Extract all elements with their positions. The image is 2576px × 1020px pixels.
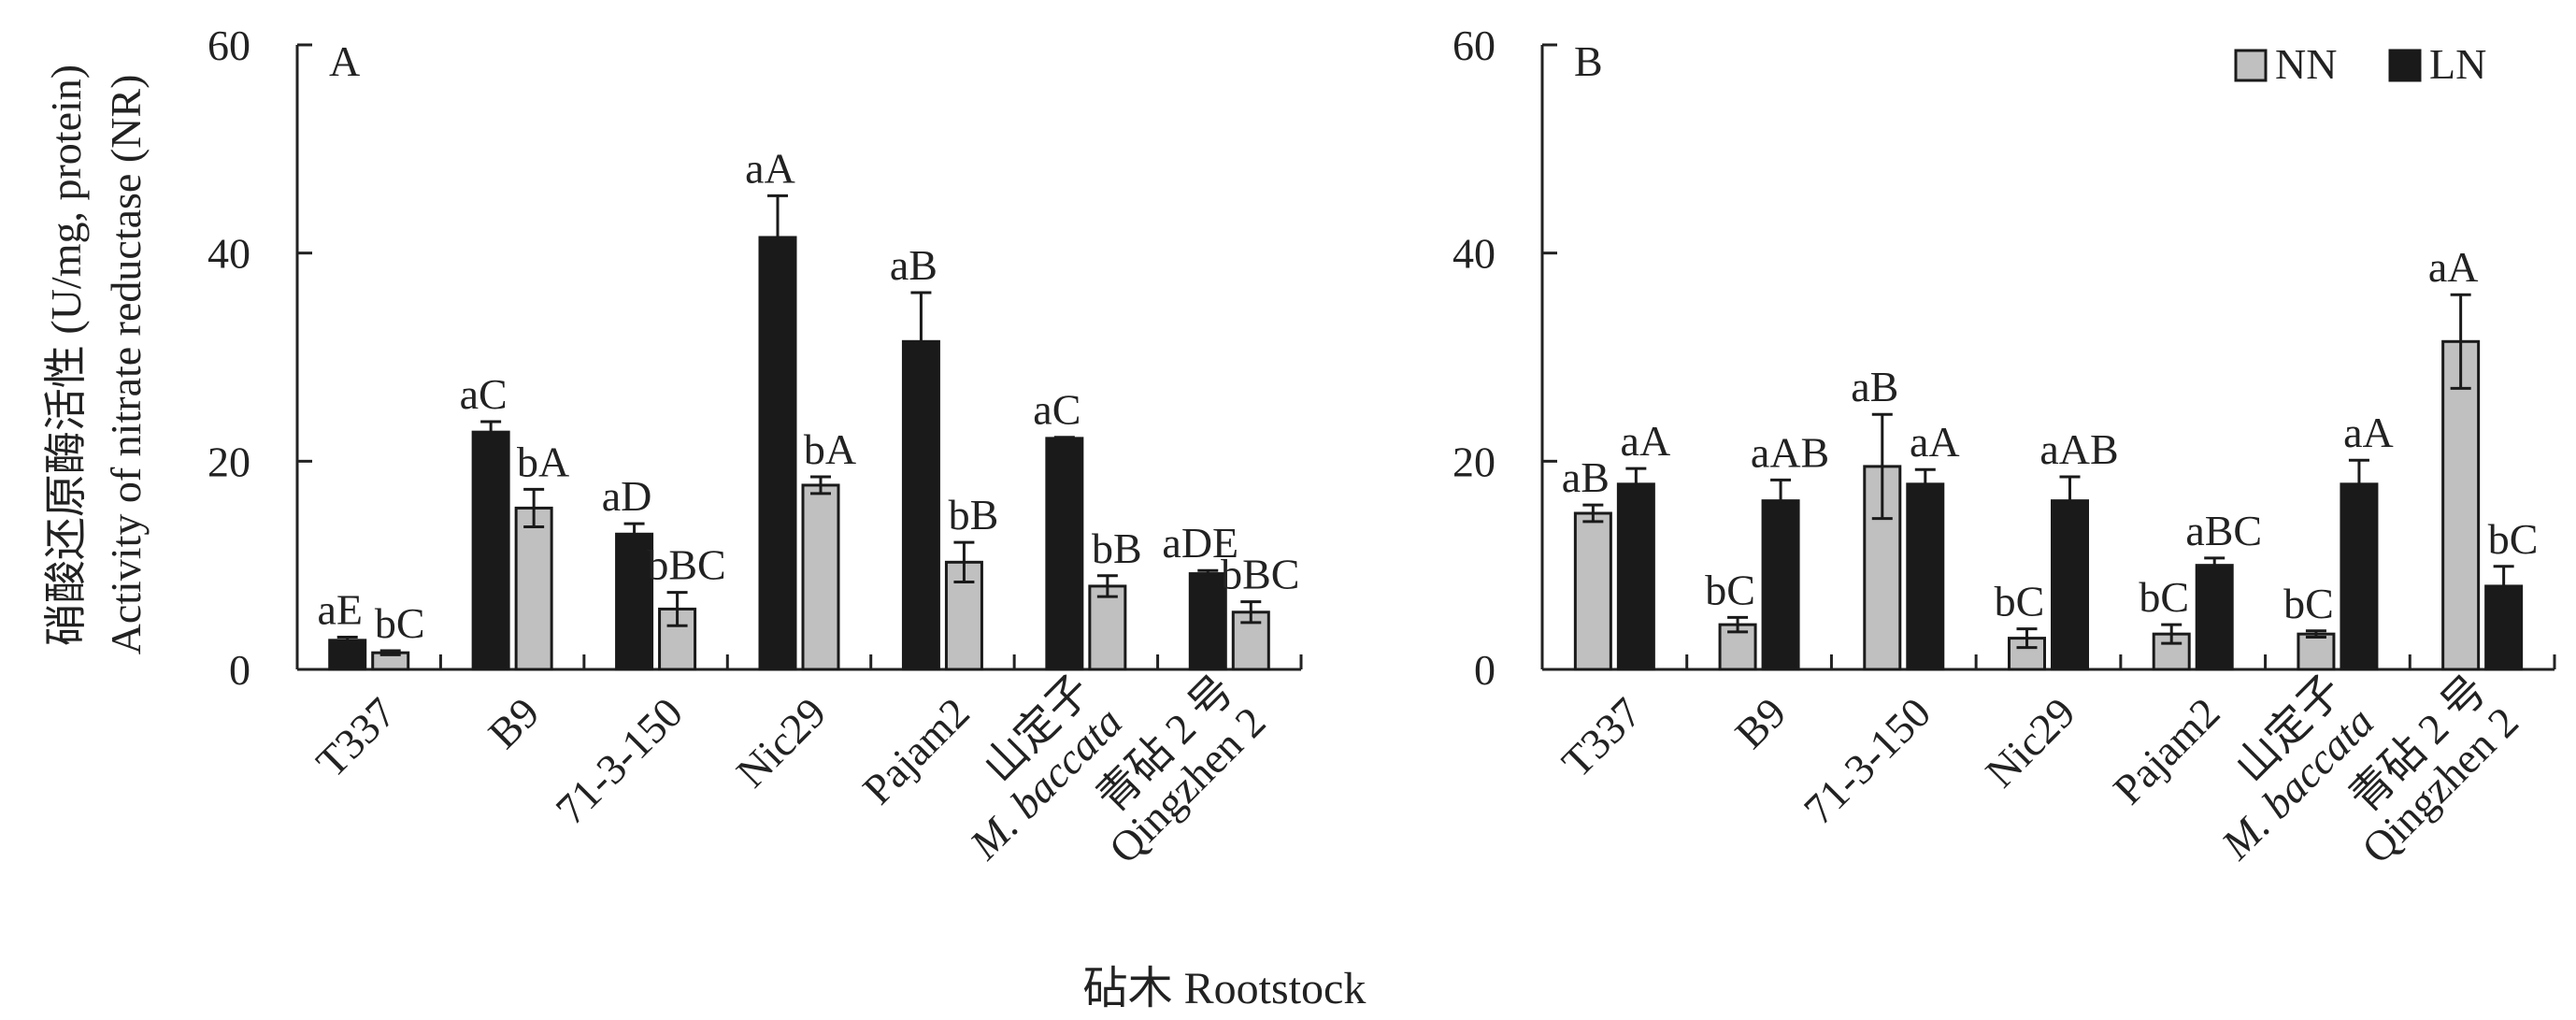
x-category-label-line: B9 xyxy=(479,688,549,757)
x-category-label-line: B9 xyxy=(1725,688,1795,757)
x-category-label: 青砧 2 号Qingzhen 2 xyxy=(2321,666,2527,872)
bar-LN-0 xyxy=(1616,482,1655,671)
bar-LN-2 xyxy=(615,532,654,671)
bar-LN-1 xyxy=(471,430,510,671)
significance-label: aA xyxy=(2343,409,2394,456)
significance-label: bBC xyxy=(647,541,725,589)
bar-LN-5 xyxy=(2340,482,2379,671)
x-category-label-line: T337 xyxy=(1553,688,1651,786)
bar-NN-1 xyxy=(514,506,553,671)
bar-NN-6 xyxy=(2441,339,2481,671)
y-axis-title-en: Activity of nitrate reductase (NR) xyxy=(102,75,150,655)
x-category-label-line: Pajam2 xyxy=(853,688,979,813)
x-category-label: Nic29 xyxy=(1976,688,2084,797)
x-category-label: 青砧 2 号Qingzhen 2 xyxy=(1068,666,1275,872)
significance-label: bC xyxy=(2139,573,2189,621)
bar-NN-3 xyxy=(801,483,840,671)
significance-label: aB xyxy=(890,241,937,289)
bar-LN-3 xyxy=(2051,499,2089,671)
significance-label: aAB xyxy=(1751,428,1829,476)
x-category-label: 71-3-150 xyxy=(547,688,692,833)
significance-label: aB xyxy=(1562,453,1610,501)
significance-label: bC xyxy=(1705,566,1755,613)
significance-label: bA xyxy=(517,438,569,485)
significance-label: aDE xyxy=(1162,519,1238,567)
y-tick-label: 20 xyxy=(1453,438,1496,485)
significance-label: aD xyxy=(602,472,652,520)
significance-label: aB xyxy=(1851,363,1898,410)
x-category-label-line: Pajam2 xyxy=(2104,688,2229,813)
x-category-label: B9 xyxy=(479,688,549,757)
significance-label: aA xyxy=(2428,243,2479,291)
significance-label: bB xyxy=(1092,524,1142,572)
x-category-label-line: 71-3-150 xyxy=(547,688,692,833)
legend-label-LN: LN xyxy=(2429,40,2486,88)
y-axis-title-cn: 硝酸还原酶活性 (U/mg, protein) xyxy=(42,65,90,646)
significance-label: aAB xyxy=(2039,425,2118,473)
significance-label: bA xyxy=(804,425,856,473)
bar-LN-4 xyxy=(901,339,940,671)
legend-swatch-LN xyxy=(2388,49,2422,82)
y-axis-title: 硝酸还原酶活性 (U/mg, protein) Activity of nitr… xyxy=(42,65,150,655)
significance-label: aA xyxy=(1910,418,1960,466)
significance-label: bBC xyxy=(1221,551,1299,598)
x-category-label: T337 xyxy=(1553,688,1651,786)
significance-label: bC xyxy=(2283,580,2334,627)
x-category-label: Pajam2 xyxy=(853,688,979,813)
significance-label: bC xyxy=(1995,578,2045,625)
x-category-label: 71-3-150 xyxy=(1795,688,1939,833)
y-tick-label: 20 xyxy=(208,438,250,485)
x-category-label: Pajam2 xyxy=(2104,688,2229,813)
significance-label: aA xyxy=(745,144,795,192)
panel-letter: A xyxy=(329,37,360,85)
x-category-label-line: T337 xyxy=(307,688,405,786)
bar-LN-4 xyxy=(2195,564,2234,671)
legend-label-NN: NN xyxy=(2275,40,2337,88)
bar-LN-1 xyxy=(1761,499,1800,671)
significance-label: aC xyxy=(460,370,508,418)
x-category-label-line: Nic29 xyxy=(727,688,836,797)
y-tick-label: 60 xyxy=(208,22,250,69)
panel-letter: B xyxy=(1574,37,1603,85)
x-category-label-line: 71-3-150 xyxy=(1795,688,1939,833)
bar-LN-3 xyxy=(758,236,797,671)
y-tick-label: 0 xyxy=(1474,646,1496,694)
y-tick-label: 0 xyxy=(229,646,250,694)
x-category-label: Nic29 xyxy=(727,688,836,797)
bar-LN-2 xyxy=(1906,482,1945,671)
legend-swatch-NN xyxy=(2234,49,2268,82)
significance-label: aC xyxy=(1033,386,1080,434)
x-axis-title: 砧木 Rootstock xyxy=(1083,964,1367,1013)
bar-NN-5 xyxy=(2297,632,2336,671)
y-tick-label: 40 xyxy=(208,230,250,278)
significance-label: bC xyxy=(2488,515,2539,563)
bar-NN-0 xyxy=(1573,511,1612,671)
significance-label: aA xyxy=(1621,417,1671,465)
significance-label: aE xyxy=(317,585,363,633)
y-tick-label: 40 xyxy=(1453,230,1496,278)
x-category-label: T337 xyxy=(307,688,405,786)
x-category-label: B9 xyxy=(1725,688,1795,757)
significance-label: bC xyxy=(375,599,425,647)
significance-label: aBC xyxy=(2185,507,2262,554)
bar-LN-0 xyxy=(328,639,367,671)
legend: NN LN xyxy=(2234,40,2486,88)
bar-LN-5 xyxy=(1045,437,1084,671)
significance-label: bB xyxy=(949,491,999,539)
bar-NN-5 xyxy=(1088,584,1127,671)
x-category-label-line: Nic29 xyxy=(1976,688,2084,797)
y-tick-label: 60 xyxy=(1453,22,1496,69)
